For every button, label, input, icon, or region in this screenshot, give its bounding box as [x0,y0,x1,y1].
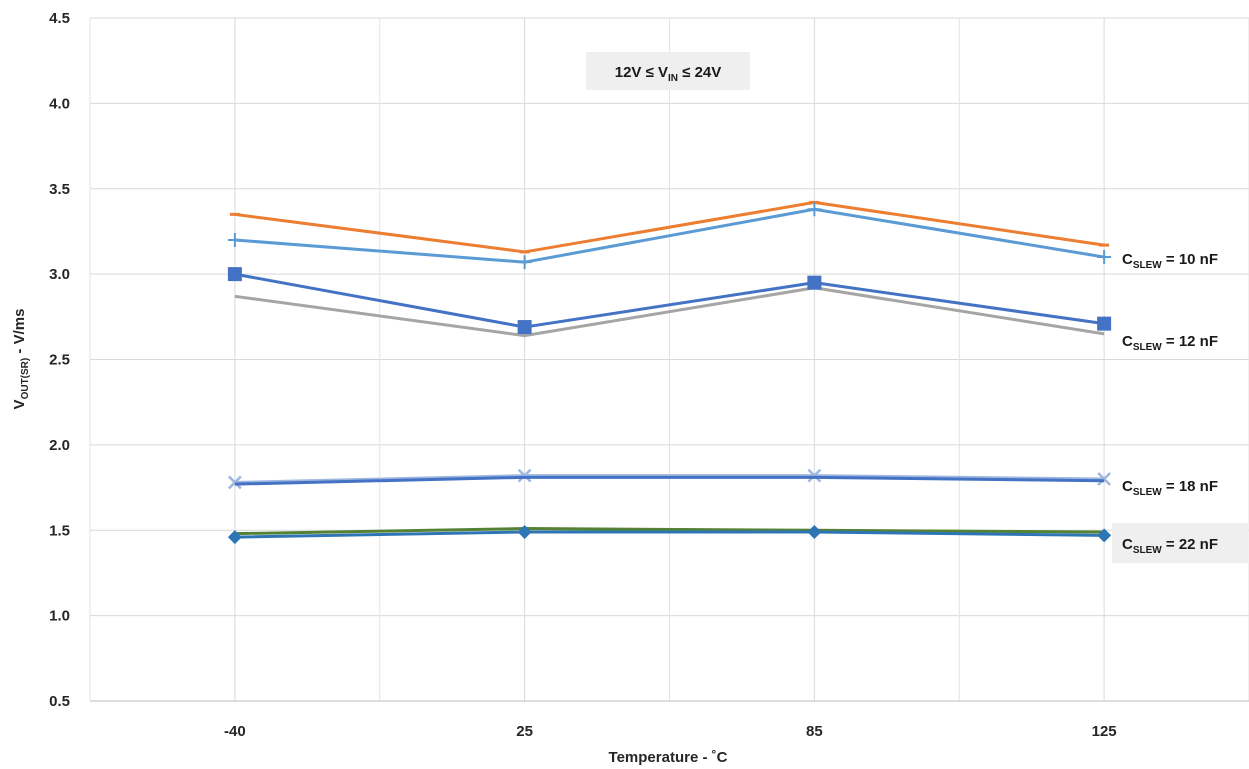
y-tick-label: 1.0 [49,608,70,625]
y-axis-title: VOUT(SR) - V/ms [11,309,31,410]
series-line [234,530,1105,539]
series-2 [227,202,1112,270]
data-point [807,275,822,290]
series-line [234,286,1105,338]
y-tick-label: 2.0 [49,437,70,454]
data-point [1097,472,1112,486]
x-tick-labels: -40 25 85 125 [224,723,1117,740]
data-point [227,530,242,545]
grid [89,17,1249,702]
y-tick-label: 4.5 [49,10,70,27]
data-point [807,202,822,217]
series-line [234,272,1105,329]
data-point [517,468,532,483]
y-tick-label: 3.0 [49,266,70,283]
data-point [517,524,532,539]
series-line [234,475,1105,486]
series-line [234,474,1105,484]
annotation-text: CSLEW = 18 nF [1122,478,1218,498]
series-line [234,207,1105,264]
y-tick-label: 4.0 [49,95,70,112]
data-point [227,267,242,282]
series-7 [234,527,1105,536]
series-lines [227,200,1112,545]
x-tick-label: 25 [516,723,533,740]
data-point [1097,316,1112,331]
data-point [807,524,822,539]
annotation-bg [1112,523,1248,564]
data-point [1097,528,1112,543]
x-tick-label: -40 [224,723,246,740]
annotation-text: CSLEW = 22 nF [1122,536,1218,556]
condition-label-bg [586,52,750,90]
x-tick-label: 85 [806,723,823,740]
series-annotation: CSLEW = 22 nF [1112,523,1248,564]
data-point [227,232,242,247]
series-6 [234,475,1105,486]
series-line [234,527,1105,536]
data-point [517,320,532,335]
x-tick-label: 125 [1092,723,1117,740]
y-tick-labels: 0.5 1.0 1.5 2.0 2.5 3.0 3.5 4.0 4.5 [49,10,70,710]
y-tick-label: 1.5 [49,522,70,539]
x-axis-title: Temperature - ˚C [609,749,728,766]
series-line [234,200,1105,254]
series-8 [227,524,1112,545]
series-5 [227,468,1112,490]
annotation-text: CSLEW = 10 nF [1122,251,1218,271]
data-point [807,468,822,483]
data-point [227,475,242,490]
data-point [517,255,532,270]
condition-label: 12V ≤ VIN ≤ 24V [586,52,750,90]
series-annotation: CSLEW = 10 nF [1122,251,1218,271]
y-tick-label: 0.5 [49,693,70,710]
annotation-text: CSLEW = 12 nF [1122,333,1218,353]
series-annotation: CSLEW = 18 nF [1122,478,1218,498]
series-3 [234,286,1105,338]
y-tick-label: 3.5 [49,181,70,198]
data-point [1097,250,1112,265]
y-tick-label: 2.5 [49,352,70,369]
series-4 [227,267,1112,335]
series-annotation: CSLEW = 12 nF [1122,333,1218,353]
annotations: CSLEW = 10 nF CSLEW = 12 nF CSLEW = 18 nF C… [1112,251,1248,564]
condition-label-text: 12V ≤ VIN ≤ 24V [615,64,722,84]
